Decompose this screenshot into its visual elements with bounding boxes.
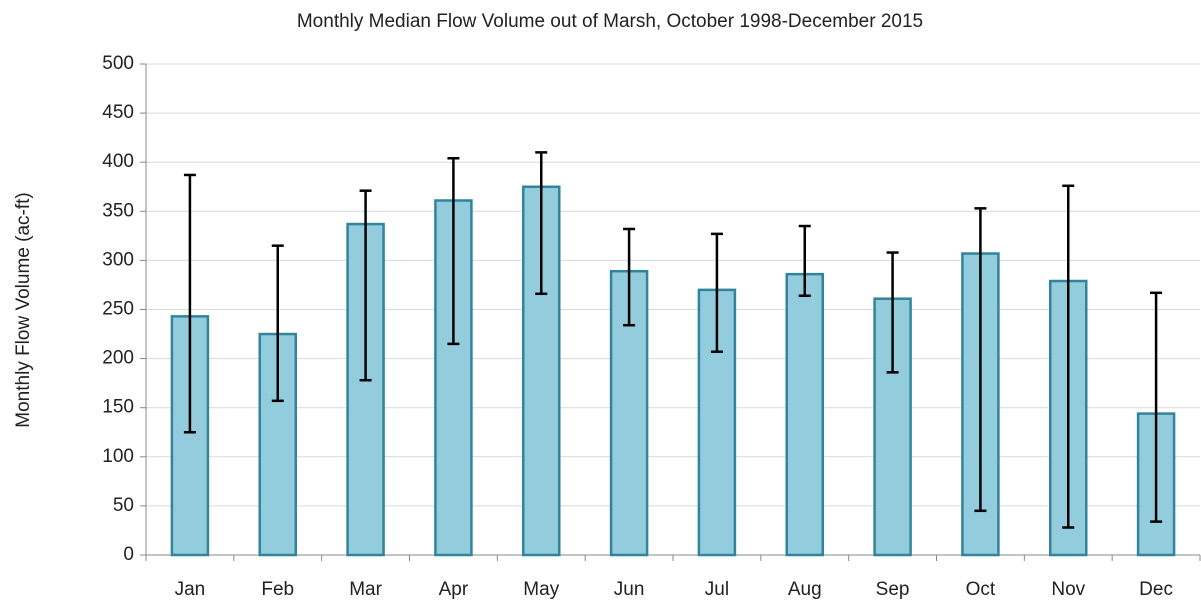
x-tick-label: Dec (1139, 579, 1173, 600)
y-tick-label: 400 (102, 151, 134, 172)
x-tick-label: Aug (788, 579, 822, 600)
y-tick-label: 50 (113, 495, 134, 516)
x-tick-label: Jul (705, 579, 729, 600)
bar (873, 297, 912, 557)
x-tick-label: Sep (876, 579, 910, 600)
x-tick-label: Feb (261, 579, 294, 600)
y-tick-label: 350 (102, 200, 134, 221)
y-axis-label: Monthly Flow Volume (ac-ft) (13, 192, 34, 427)
x-tick-label: Mar (349, 579, 382, 600)
x-tick-label: Apr (439, 579, 469, 600)
y-tick-label: 300 (102, 249, 134, 270)
y-tick-label: 500 (102, 53, 134, 74)
y-tick-label: 150 (102, 397, 134, 418)
x-tick-label: Oct (966, 579, 996, 600)
y-tick-label: 100 (102, 446, 134, 467)
y-tick-label: 0 (123, 544, 134, 565)
x-tick-label: Jan (175, 579, 206, 600)
chart-title: Monthly Median Flow Volume out of Marsh,… (297, 11, 923, 32)
y-tick-label: 250 (102, 299, 134, 320)
x-tick-label: Nov (1051, 579, 1085, 600)
y-tick-label: 200 (102, 348, 134, 369)
x-tick-label: Jun (614, 579, 645, 600)
bar (785, 272, 825, 557)
y-tick-label: 450 (102, 102, 134, 123)
x-tick-label: May (523, 579, 559, 600)
